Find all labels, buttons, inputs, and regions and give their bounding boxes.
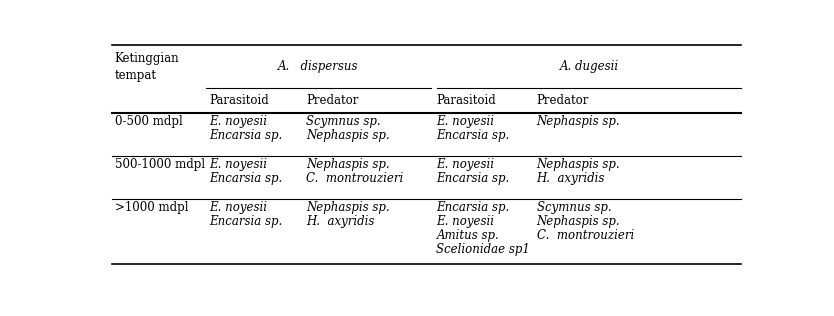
Text: A.   dispersus: A. dispersus: [279, 60, 359, 73]
Text: Amitus sp.: Amitus sp.: [436, 229, 500, 242]
Text: Nephaspis sp.: Nephaspis sp.: [536, 158, 620, 171]
Text: >1000 mdpl: >1000 mdpl: [114, 201, 188, 214]
Text: Scymnus sp.: Scymnus sp.: [536, 201, 611, 214]
Text: 500-1000 mdpl: 500-1000 mdpl: [114, 158, 204, 171]
Text: Nephaspis sp.: Nephaspis sp.: [306, 158, 389, 171]
Text: Encarsia sp.: Encarsia sp.: [209, 215, 282, 228]
Text: Encarsia sp.: Encarsia sp.: [209, 172, 282, 185]
Text: Encarsia sp.: Encarsia sp.: [209, 130, 282, 143]
Text: Encarsia sp.: Encarsia sp.: [436, 201, 510, 214]
Text: Scelionidae sp1: Scelionidae sp1: [436, 243, 530, 256]
Text: E. noyesii: E. noyesii: [209, 201, 267, 214]
Text: H.  axyridis: H. axyridis: [306, 215, 374, 228]
Text: Nephaspis sp.: Nephaspis sp.: [536, 115, 620, 128]
Text: H.  axyridis: H. axyridis: [536, 172, 605, 185]
Text: Nephaspis sp.: Nephaspis sp.: [306, 201, 389, 214]
Text: E. noyesii: E. noyesii: [436, 215, 495, 228]
Text: Scymnus sp.: Scymnus sp.: [306, 115, 380, 128]
Text: Encarsia sp.: Encarsia sp.: [436, 172, 510, 185]
Text: Parasitoid: Parasitoid: [436, 94, 496, 107]
Text: Nephaspis sp.: Nephaspis sp.: [536, 215, 620, 228]
Text: Predator: Predator: [306, 94, 359, 107]
Text: E. noyesii: E. noyesii: [209, 158, 267, 171]
Text: C.  montrouzieri: C. montrouzieri: [306, 172, 403, 185]
Text: E. noyesii: E. noyesii: [436, 115, 495, 128]
Text: Predator: Predator: [536, 94, 589, 107]
Text: 0-500 mdpl: 0-500 mdpl: [114, 115, 183, 128]
Text: Parasitoid: Parasitoid: [209, 94, 269, 107]
Text: C.  montrouzieri: C. montrouzieri: [536, 229, 634, 242]
Text: Ketinggian: Ketinggian: [114, 52, 179, 65]
Text: E. noyesii: E. noyesii: [436, 158, 495, 171]
Text: A. dugesii: A. dugesii: [560, 60, 619, 73]
Text: tempat: tempat: [114, 69, 157, 82]
Text: E. noyesii: E. noyesii: [209, 115, 267, 128]
Text: Encarsia sp.: Encarsia sp.: [436, 130, 510, 143]
Text: Nephaspis sp.: Nephaspis sp.: [306, 130, 389, 143]
